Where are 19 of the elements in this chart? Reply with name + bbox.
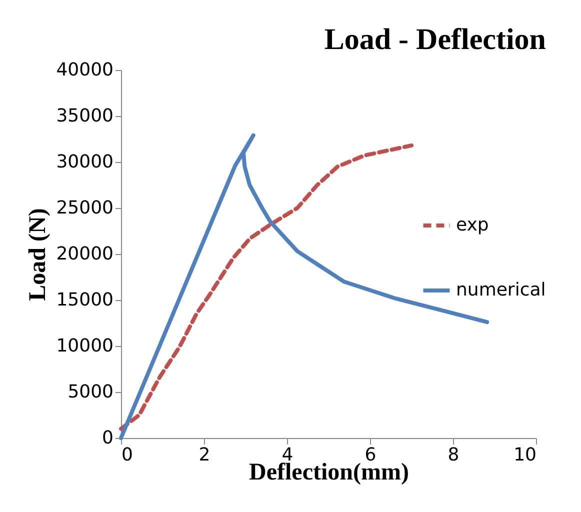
y-tick-label: 15000 (56, 290, 114, 310)
x-tick-label: 0 (122, 444, 133, 466)
x-tick-label: 2 (198, 444, 210, 466)
y-tick-label: 20000 (56, 244, 114, 264)
y-axis-title: Load (N) (25, 208, 52, 301)
chart-title: Load - Deflection (324, 23, 546, 56)
legend-label: exp (456, 214, 489, 236)
x-tick-label: 10 (514, 444, 536, 466)
y-tick-label: 40000 (56, 60, 114, 80)
y-tick-label: 10000 (56, 336, 114, 356)
legend-label: numerical (456, 280, 546, 300)
y-tick-label: 5000 (68, 382, 114, 402)
y-tick-label: 25000 (56, 198, 114, 218)
y-tick-label: 0 (102, 428, 114, 448)
y-tick-label: 35000 (56, 106, 114, 126)
line-series (119, 143, 414, 431)
y-tick-label: 30000 (56, 152, 114, 172)
x-tick-label: 6 (364, 444, 376, 466)
x-tick-label: 8 (448, 444, 460, 466)
